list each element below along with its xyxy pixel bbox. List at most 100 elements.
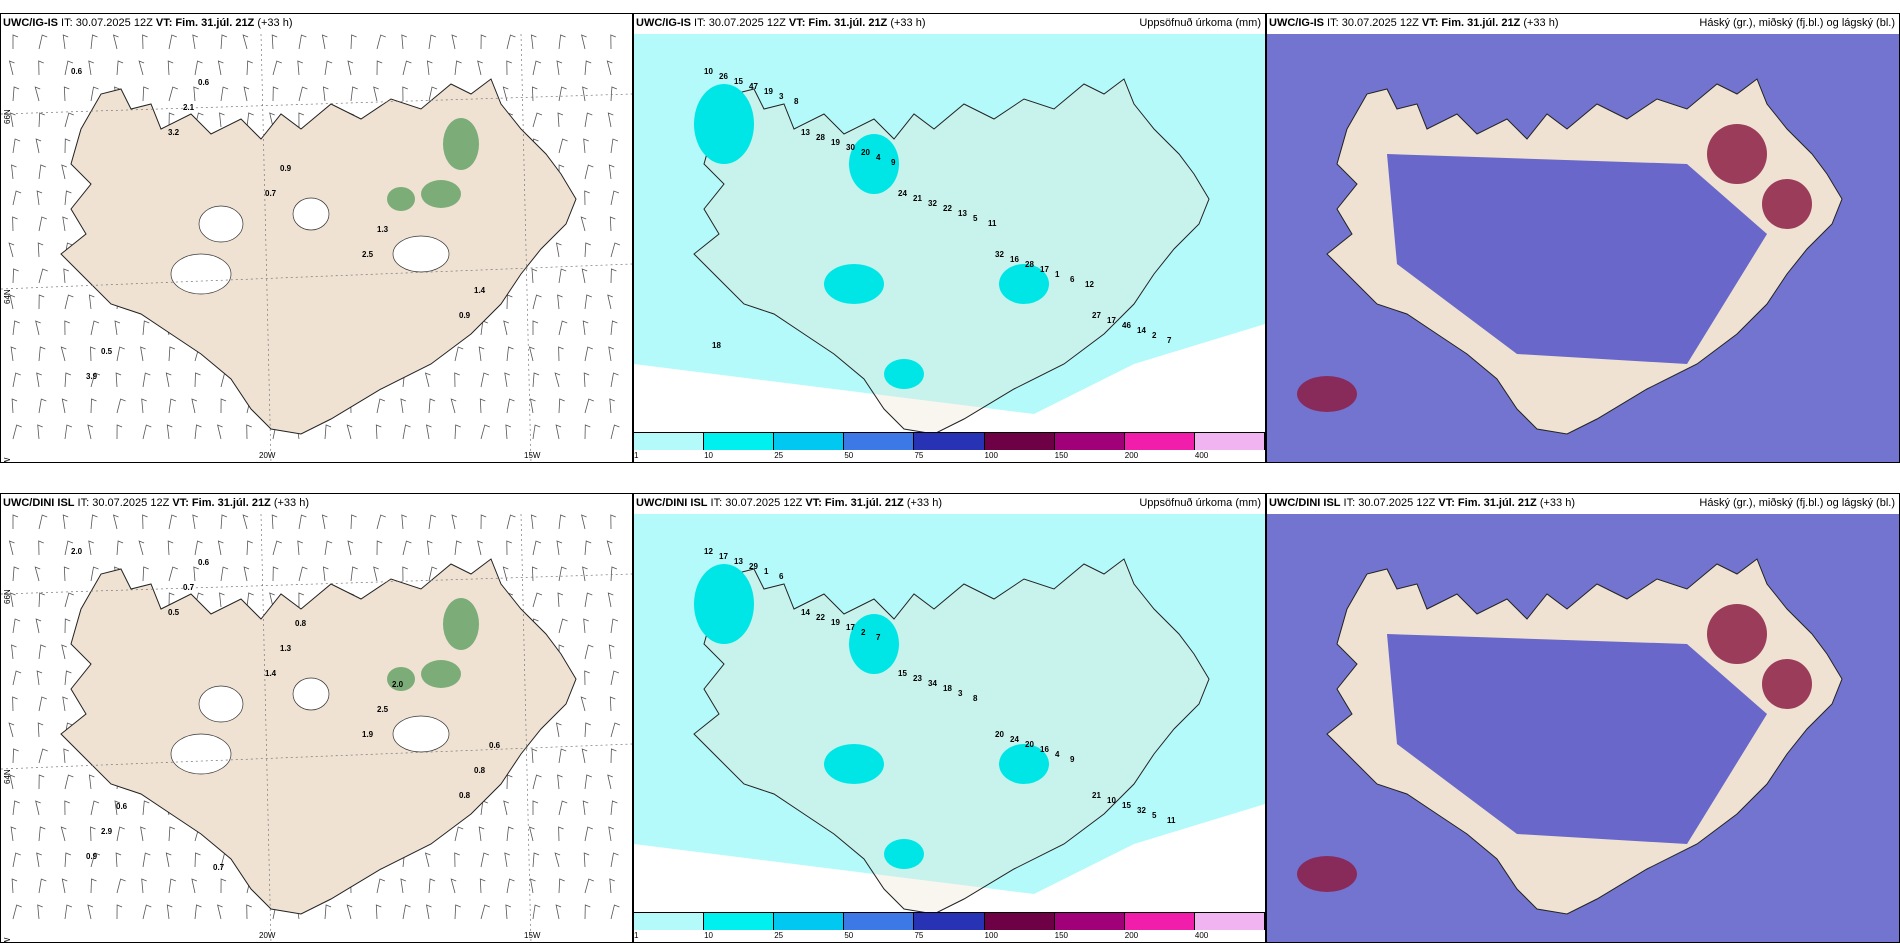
wind-barb <box>12 216 18 232</box>
lead-time: (+33 h) <box>270 497 309 509</box>
value-label: 2.9 <box>101 827 113 836</box>
value-label: 28 <box>1025 260 1034 269</box>
wind-barb <box>532 424 541 440</box>
wind-barb <box>480 372 490 388</box>
wind-barb <box>272 86 279 102</box>
wind-barb <box>428 86 438 102</box>
wind-barb <box>454 826 464 842</box>
wind-barb <box>583 138 589 154</box>
wind-barb <box>558 800 568 816</box>
wind-barb <box>61 398 68 414</box>
wind-barb <box>12 904 22 920</box>
wind-barb <box>167 60 174 76</box>
colorbar-swatch <box>704 913 775 930</box>
wind-barb <box>610 34 616 50</box>
value-label: 46 <box>1122 321 1131 330</box>
glacier <box>292 197 330 231</box>
wind-barb <box>191 878 198 894</box>
colorbar-label: 400 <box>1194 931 1209 940</box>
value-label: 28 <box>816 133 825 142</box>
wind-barb <box>90 86 99 102</box>
wind-barb <box>584 592 593 608</box>
wind-barb <box>60 826 67 842</box>
wind-barb <box>298 86 308 102</box>
wind-barb <box>582 566 588 582</box>
lat-label: 66N <box>3 589 12 604</box>
model-name: UWC/IG-IS <box>636 17 691 29</box>
value-label: 17 <box>1040 265 1049 274</box>
wind-barb <box>454 372 460 388</box>
wind-barb <box>116 424 123 440</box>
mid-cloud <box>1387 634 1767 844</box>
wind-barb <box>87 424 94 440</box>
wind-barb <box>8 722 15 738</box>
wind-barb <box>167 540 174 556</box>
panel-precip-ig: 10 13 24 32 27 26 28 21 16 17 15 19 32 28 46 47 30 22 17 14… <box>633 13 1266 463</box>
wind-barb <box>220 34 228 50</box>
colorbar-swatch <box>914 913 985 930</box>
wind-barb <box>298 34 307 50</box>
wind-barb <box>193 566 199 582</box>
wind-barb <box>425 424 432 440</box>
value-label: 10 <box>1107 796 1116 805</box>
value-label: 0.5 <box>101 347 113 356</box>
wind-barb <box>402 904 411 920</box>
panel-cloud-dini: UWC/DINI ISL IT: 30.07.2025 12Z VT: Fim.… <box>1266 493 1900 943</box>
init-time: IT: 30.07.2025 12Z <box>1324 17 1422 29</box>
wind-barb <box>142 86 149 102</box>
wind-barb <box>584 60 592 76</box>
wind-barb <box>477 60 483 76</box>
panel-wind-ig: 0.6 3.2 0.7 2.5 0.9 3.9 2.1 0.9 1.3 1.4 0.5 0.6 UWC/… <box>0 13 633 463</box>
wind-barb <box>246 540 253 556</box>
vt-label: VT: <box>172 497 192 509</box>
value-label: 47 <box>749 82 758 91</box>
lat-label: 25W <box>3 938 12 942</box>
wind-barb <box>584 398 594 414</box>
graticule <box>1 34 632 462</box>
wind-barb <box>503 800 509 816</box>
wind-barb <box>37 242 44 258</box>
wind-barb <box>9 592 16 608</box>
value-label: 1 <box>764 567 769 576</box>
panel-wind-dini: 2.0 0.5 1.4 1.9 0.8 0.9 0.7 1.3 2.5 0.8 2.9 0.6 0.8 2… <box>0 493 633 943</box>
wind-barb <box>426 60 433 76</box>
wind-barb <box>116 540 124 556</box>
wind-barb <box>168 86 178 102</box>
lead-time: (+33 h) <box>887 17 926 29</box>
wind-barb <box>168 34 177 50</box>
colorbar-label: 25 <box>774 931 784 940</box>
wind-barb <box>376 60 383 76</box>
glacier <box>170 253 232 295</box>
wind-barb <box>532 774 542 790</box>
wind-barb <box>12 190 22 206</box>
value-label: 2 <box>861 628 866 637</box>
wind-barb <box>582 320 589 336</box>
wind-barb <box>272 540 282 556</box>
field-description: Uppsöfnuð úrkoma (mm) <box>1139 17 1261 29</box>
value-label: 0.5 <box>168 608 180 617</box>
wind-barb <box>90 320 100 336</box>
colorbar-swatch <box>774 913 845 930</box>
glacier <box>198 205 244 243</box>
wind-barb <box>115 372 122 388</box>
valid-time: Fim. 31.júl. 21Z <box>808 17 888 29</box>
glacier <box>170 733 232 775</box>
wind-barb <box>38 696 47 712</box>
wind-barb <box>610 748 617 764</box>
colorbar-swatch <box>984 913 1055 930</box>
wind-barb <box>271 34 278 50</box>
wind-barb <box>606 60 613 76</box>
wind-barb <box>38 34 48 50</box>
wind-barb <box>583 618 589 634</box>
wind-barb <box>217 60 224 76</box>
wind-barb <box>506 514 516 530</box>
lat-label: 66N <box>3 109 12 124</box>
wind-barb <box>90 852 101 868</box>
wind-barb <box>528 826 535 842</box>
value-label: 21 <box>913 194 922 203</box>
wind-barb <box>116 878 126 894</box>
wind-barb <box>36 670 43 686</box>
value-label: 0.6 <box>198 78 210 87</box>
value-label: 32 <box>1137 806 1146 815</box>
wind-barb <box>479 398 486 414</box>
